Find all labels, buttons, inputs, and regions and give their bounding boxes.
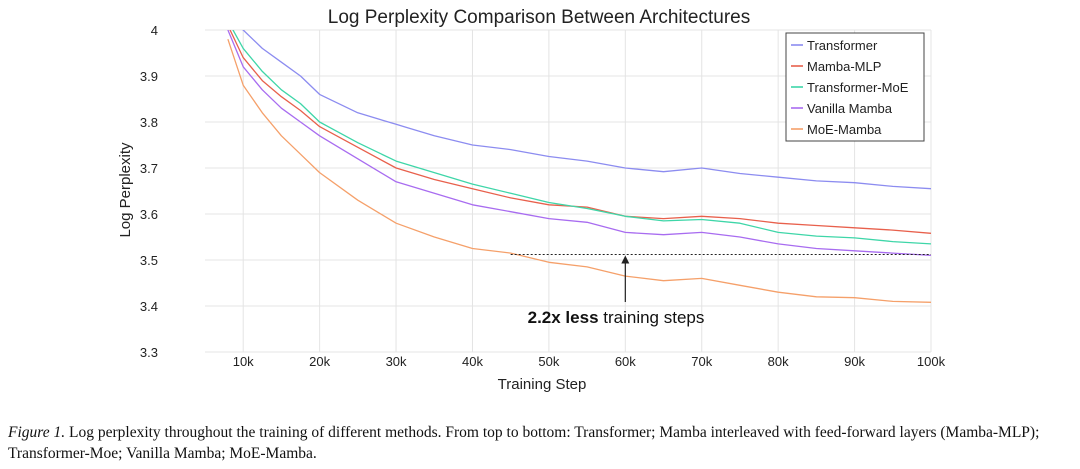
x-tick-label: 10k (233, 354, 254, 369)
x-tick-label: 40k (462, 354, 483, 369)
legend-label: Transformer (807, 38, 878, 53)
series-line-mamba-mlp (229, 30, 931, 234)
legend-label: Transformer-MoE (807, 80, 909, 95)
y-tick-label: 3.6 (140, 207, 158, 222)
x-tick-label: 80k (768, 354, 789, 369)
y-axis-ticks: 3.3 3.4 3.5 3.6 3.7 3.8 3.9 4 (140, 23, 158, 360)
y-axis-label: Log Perplexity (117, 142, 134, 238)
legend-label: MoE-Mamba (807, 122, 882, 137)
series-line-moe-mamba (227, 38, 931, 303)
series-lines (227, 30, 931, 303)
figure-caption: Figure 1. Log perplexity throughout the … (8, 422, 1074, 464)
annotation: 2.2x less training steps (510, 253, 931, 327)
y-tick-label: 3.3 (140, 345, 158, 360)
series-line-vanilla-mamba (227, 30, 931, 257)
x-tick-label: 60k (615, 354, 636, 369)
line-chart: Log Perplexity Comparison Between Archit… (117, 7, 946, 393)
y-tick-label: 3.4 (140, 299, 158, 314)
x-axis-ticks: 10k 20k 30k 40k 50k 60k 70k 80k 90k 100k (233, 354, 946, 369)
y-tick-label: 3.8 (140, 115, 158, 130)
chart-title: Log Perplexity Comparison Between Archit… (328, 7, 750, 28)
caption-label: Figure 1. (8, 424, 66, 441)
caption-text: Log perplexity throughout the training o… (8, 424, 1040, 462)
legend-label: Vanilla Mamba (807, 101, 893, 116)
x-tick-label: 50k (538, 354, 559, 369)
series-line-transformer-moe (232, 30, 931, 245)
annotation-arrowhead (621, 255, 630, 264)
annotation-label: 2.2x less training steps (528, 308, 705, 327)
series-line-transformer (241, 30, 931, 190)
annotation-rest-text: training steps (599, 308, 705, 327)
x-tick-label: 70k (691, 354, 712, 369)
annotation-bold-text: 2.2x less (528, 308, 599, 327)
y-tick-label: 3.5 (140, 253, 158, 268)
x-tick-label: 90k (844, 354, 865, 369)
y-tick-label: 3.9 (140, 69, 158, 84)
y-tick-label: 4 (151, 23, 158, 38)
legend-label: Mamba-MLP (807, 59, 881, 74)
legend: Transformer Mamba-MLP Transformer-MoE Vanil… (785, 32, 925, 142)
x-axis-label: Training Step (498, 376, 587, 393)
x-tick-label: 100k (917, 354, 946, 369)
x-tick-label: 30k (386, 354, 407, 369)
x-tick-label: 20k (309, 354, 330, 369)
y-tick-label: 3.7 (140, 161, 158, 176)
